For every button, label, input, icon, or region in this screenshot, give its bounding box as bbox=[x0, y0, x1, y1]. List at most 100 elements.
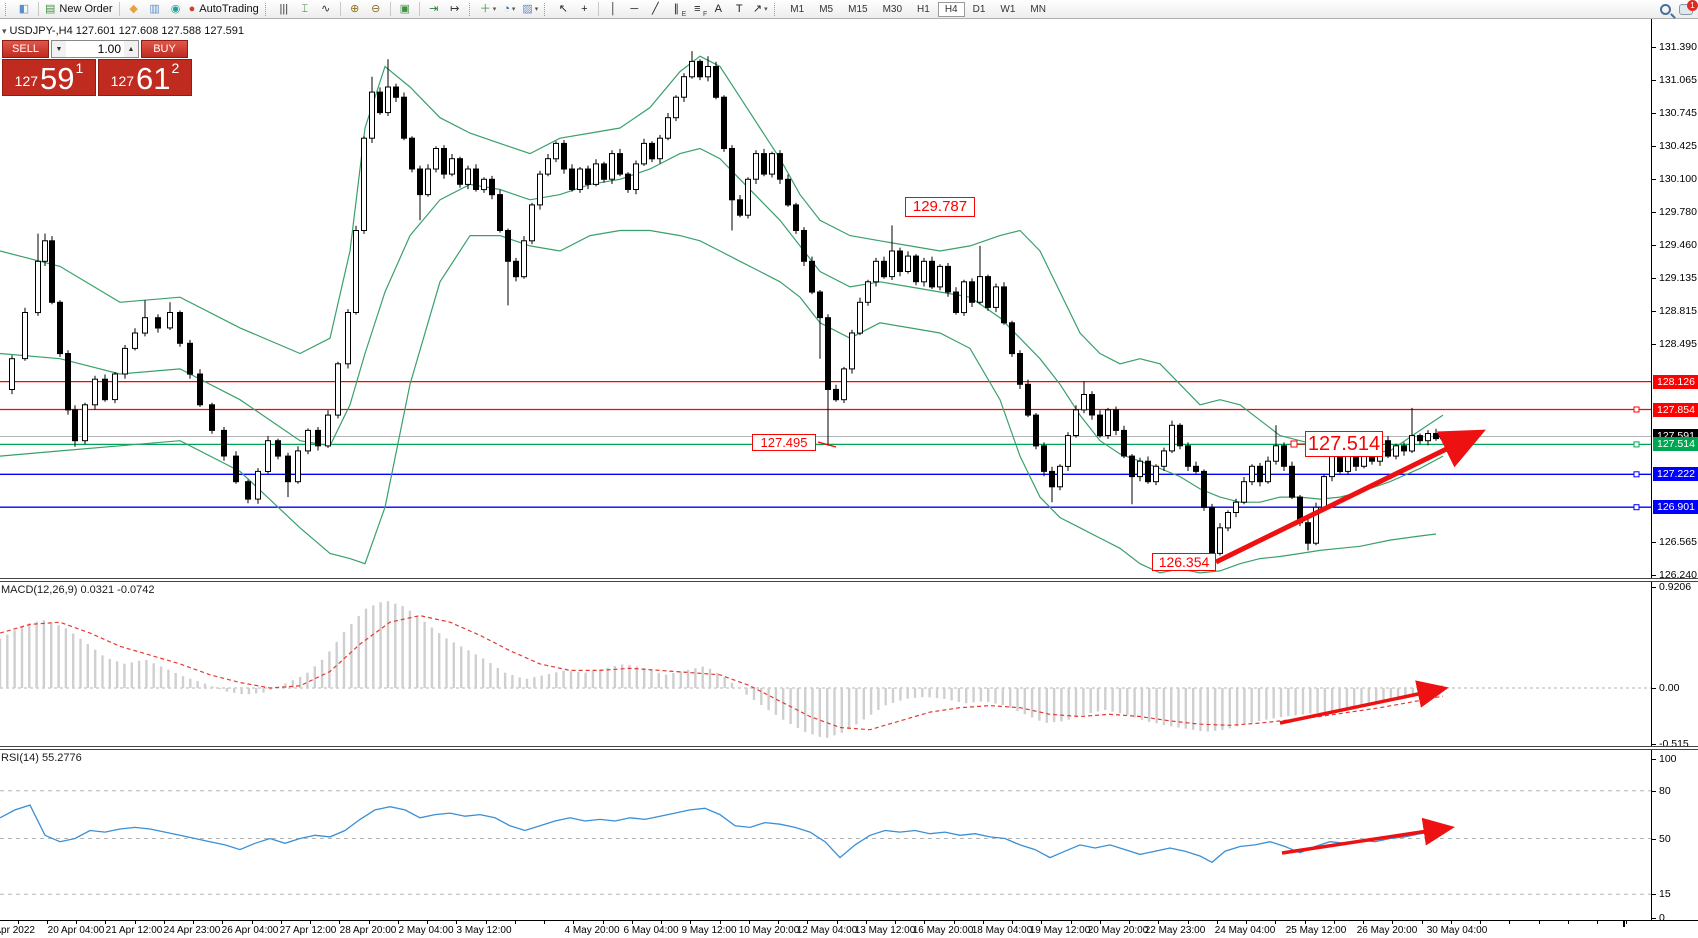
macd-trend-arrow[interactable] bbox=[1279, 680, 1449, 725]
highlighter-icon[interactable]: ◆ bbox=[124, 1, 144, 18]
price-annotation[interactable]: 126.354 bbox=[1152, 553, 1216, 571]
price-annotation[interactable]: 129.787 bbox=[905, 197, 975, 217]
cursor-icon[interactable]: ↖ bbox=[553, 1, 573, 18]
timeframe-button-h4[interactable]: H4 bbox=[937, 1, 965, 17]
data-window-icon[interactable]: ◉ bbox=[166, 1, 186, 18]
toolbar-grip[interactable] bbox=[264, 2, 270, 16]
hline-handle[interactable] bbox=[1633, 406, 1640, 413]
time-label: 30 May 04:00 bbox=[1426, 925, 1488, 936]
axis-tick bbox=[1652, 47, 1656, 48]
timeframe-button-m15[interactable]: M15 bbox=[848, 3, 868, 15]
notification-badge: 1 bbox=[1687, 0, 1698, 11]
chart-context-icon[interactable]: ▾ bbox=[2, 26, 7, 36]
chart-shift-icon[interactable]: ↦ bbox=[445, 1, 465, 18]
axis-tick bbox=[1652, 688, 1656, 689]
trend-arrow[interactable] bbox=[1214, 429, 1486, 565]
price-annotation[interactable]: 127.514 bbox=[1305, 431, 1383, 457]
bar-chart-icon[interactable]: ||| bbox=[274, 1, 294, 18]
arrows-tool-icon[interactable]: ↗ ▾ bbox=[752, 2, 768, 15]
indicators-icon[interactable]: ＋ ▾ bbox=[479, 2, 497, 15]
time-tick bbox=[397, 921, 399, 924]
price-label-chip: 127.514 bbox=[1653, 437, 1698, 452]
toolbar-grip[interactable] bbox=[468, 2, 474, 16]
buy-price-figure: 127 bbox=[110, 73, 135, 89]
volume-up-button[interactable]: ▲ bbox=[124, 41, 138, 57]
market-watch-icon-glyph: ▥ bbox=[149, 2, 160, 15]
macd-histogram bbox=[0, 601, 1444, 738]
hline-handle[interactable] bbox=[1633, 441, 1640, 448]
pane-separator[interactable] bbox=[0, 746, 1698, 750]
macd-pane[interactable]: MACD(12,26,9) 0.0321 -0.0742 bbox=[0, 582, 1651, 746]
time-tick bbox=[1187, 921, 1189, 924]
time-tick bbox=[1567, 921, 1569, 924]
vertical-line-icon-glyph: │ bbox=[609, 2, 617, 15]
market-watch-icon[interactable]: ▥ bbox=[145, 1, 165, 18]
toolbar-grip[interactable] bbox=[774, 2, 779, 16]
text-icon[interactable]: A bbox=[708, 1, 728, 18]
sell-price-box[interactable]: 127 59 1 bbox=[2, 59, 96, 96]
trendline-icon[interactable]: ╱ bbox=[645, 1, 665, 18]
timeframe-button-m5[interactable]: M5 bbox=[819, 3, 834, 15]
price-axis[interactable]: 131.390 131.065 130.745 130.425 130.100 129.7… bbox=[1651, 19, 1698, 924]
toolbar-grip[interactable] bbox=[5, 2, 10, 16]
notifications-icon[interactable]: 1 bbox=[1676, 0, 1698, 18]
time-label: 24 May 04:00 bbox=[1214, 925, 1276, 936]
equidistant-channel-icon[interactable]: ∥ E bbox=[673, 2, 687, 18]
hline-handle[interactable] bbox=[1633, 471, 1640, 478]
zoom-out-icon[interactable]: ⊖ bbox=[366, 1, 386, 18]
volume-input[interactable] bbox=[66, 41, 124, 57]
rsi-svg[interactable] bbox=[0, 750, 1651, 920]
time-label: 19 Apr 2022 bbox=[0, 925, 35, 936]
sell-button[interactable]: SELL bbox=[2, 40, 49, 58]
chart-mini-icon[interactable]: ◧ bbox=[14, 1, 34, 18]
fibonacci-icon[interactable]: ≡ F bbox=[694, 2, 708, 18]
time-tick bbox=[1275, 921, 1277, 924]
price-chart-pane[interactable]: 129.787 127.495 127.514 126.354 bbox=[0, 19, 1651, 578]
time-tick bbox=[953, 921, 955, 924]
time-tick bbox=[456, 921, 458, 924]
auto-scroll-icon[interactable]: ⇥ bbox=[424, 1, 444, 18]
time-tick bbox=[602, 921, 604, 924]
buy-button[interactable]: BUY bbox=[141, 40, 188, 58]
time-label: 4 May 20:00 bbox=[564, 925, 620, 936]
rsi-trend-arrow[interactable] bbox=[1281, 817, 1455, 855]
price-tick-label: 126.565 bbox=[1659, 535, 1697, 548]
data-window-icon-glyph: ◉ bbox=[170, 2, 181, 15]
autotrading-button[interactable]: ● AutoTrading bbox=[188, 2, 259, 15]
search-icon[interactable] bbox=[1655, 1, 1675, 18]
crosshair-icon[interactable]: + bbox=[574, 1, 594, 18]
price-chart-svg[interactable] bbox=[0, 19, 1651, 578]
toolbar-grip[interactable] bbox=[544, 2, 549, 16]
line-chart-icon[interactable]: ∿ bbox=[316, 1, 336, 18]
vertical-line-icon[interactable]: │ bbox=[603, 1, 623, 18]
sell-price-point: 1 bbox=[75, 60, 84, 76]
timeframe-button-m1[interactable]: M1 bbox=[790, 3, 805, 15]
templates-icon[interactable]: ▨ ▾ bbox=[522, 2, 539, 15]
new-order-button[interactable]: ▤ New Order bbox=[45, 2, 113, 15]
timeframe-button-h1[interactable]: H1 bbox=[917, 3, 930, 15]
time-tick bbox=[924, 921, 926, 924]
periods-icon[interactable]: ◔ ▾ bbox=[503, 2, 516, 15]
pane-separator[interactable] bbox=[0, 578, 1698, 582]
price-annotation[interactable]: 127.495 bbox=[752, 434, 816, 451]
timeframe-button-w1[interactable]: W1 bbox=[1000, 3, 1016, 15]
label-icon[interactable]: T bbox=[729, 1, 749, 18]
timeframe-button-d1[interactable]: D1 bbox=[972, 3, 986, 15]
candlestick-chart-icon[interactable]: ⌶ bbox=[295, 1, 315, 18]
zoom-in-icon[interactable]: ⊕ bbox=[345, 1, 365, 18]
timeframe-button-mn[interactable]: MN bbox=[1030, 3, 1046, 15]
axis-tick bbox=[1652, 838, 1656, 840]
time-tick bbox=[778, 921, 779, 924]
horizontal-line-icon[interactable]: ─ bbox=[624, 1, 644, 18]
price-label-chip: 126.901 bbox=[1653, 500, 1698, 515]
tile-windows-icon[interactable]: ▣ bbox=[395, 1, 415, 18]
buy-price-box[interactable]: 127 61 2 bbox=[98, 59, 192, 96]
time-tick bbox=[1392, 921, 1394, 924]
timeframe-button-m30[interactable]: M30 bbox=[882, 3, 903, 15]
volume-down-button[interactable]: ▼ bbox=[52, 41, 66, 57]
time-label: 19 May 12:00 bbox=[1029, 925, 1091, 936]
hline-handle[interactable] bbox=[1633, 504, 1640, 511]
macd-svg[interactable] bbox=[0, 582, 1651, 746]
rsi-pane[interactable]: RSI(14) 55.2776 bbox=[0, 750, 1651, 920]
